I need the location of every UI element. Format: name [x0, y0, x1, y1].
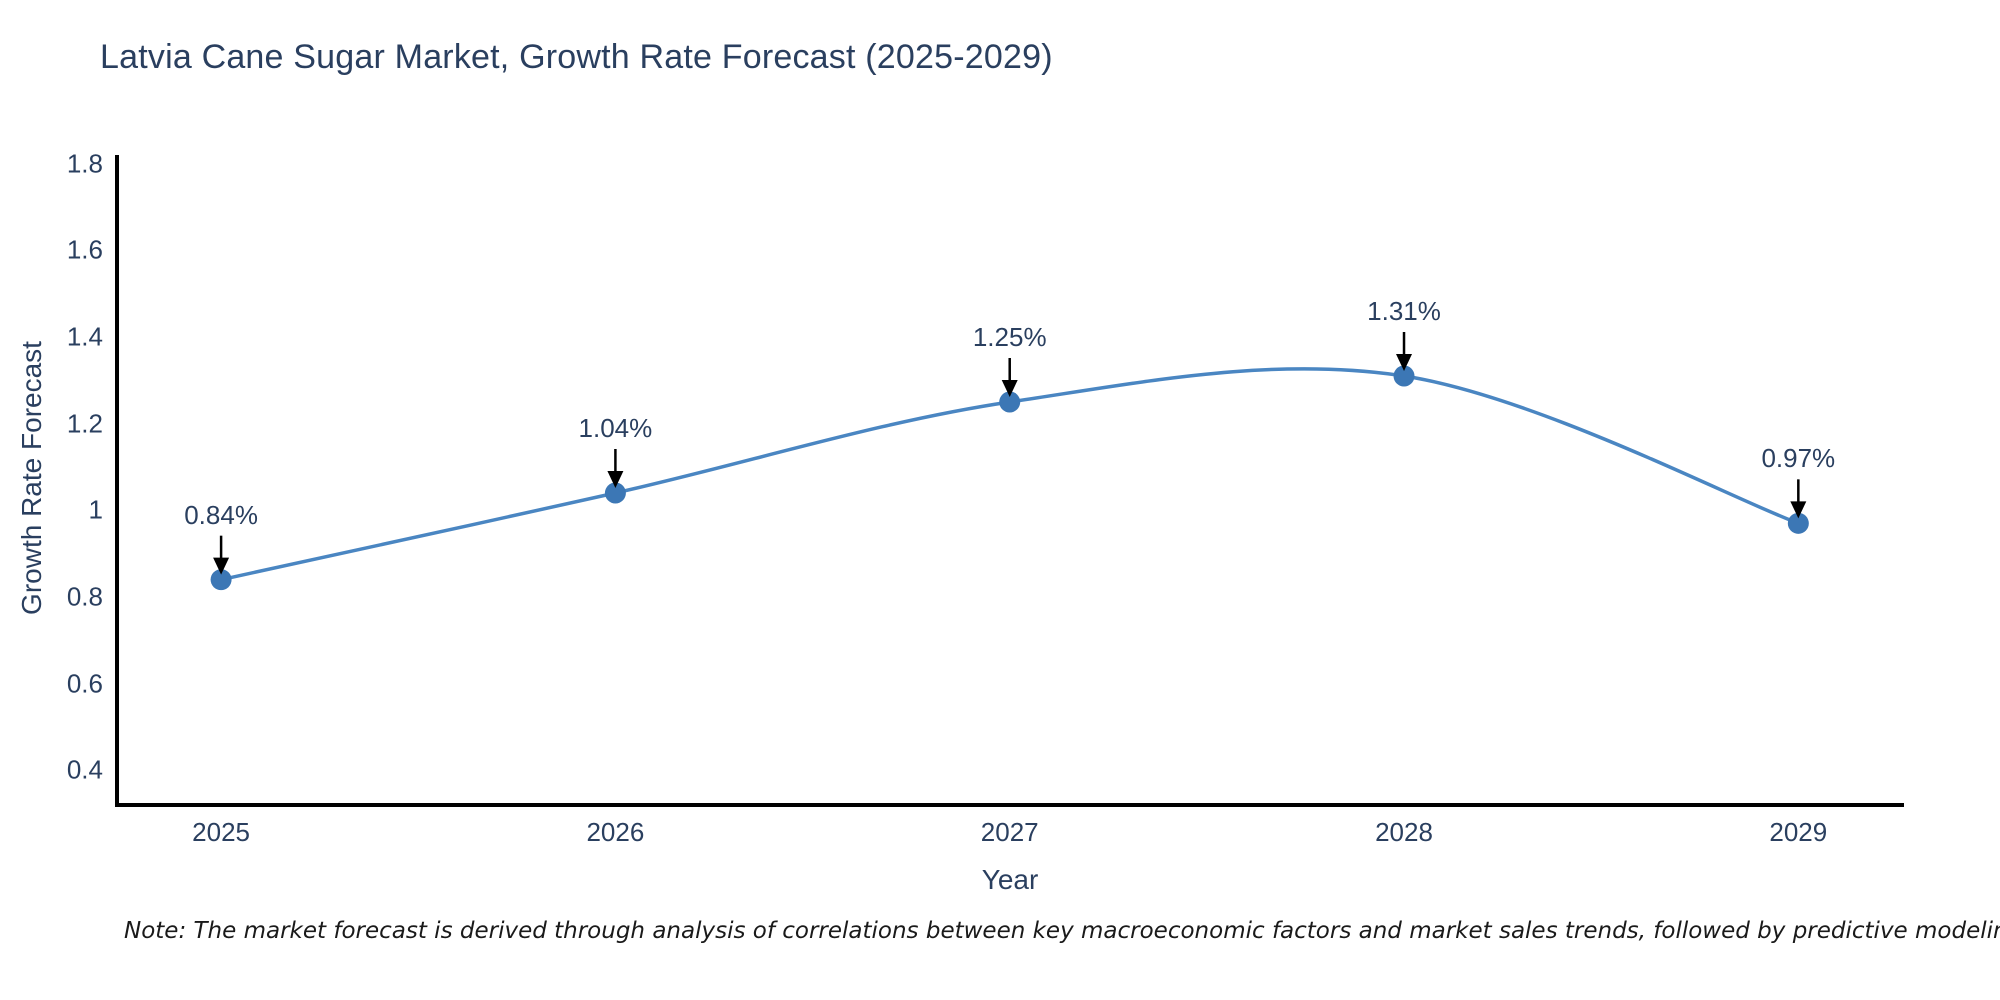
- annotation-arrowhead-icon: [607, 471, 624, 488]
- y-tick-label: 0.4: [66, 754, 103, 785]
- annotation-label: 0.84%: [184, 499, 258, 530]
- y-tick-label: 0.6: [66, 668, 103, 699]
- x-tick-label: 2025: [192, 817, 251, 847]
- annotation-label: 0.97%: [1761, 443, 1836, 474]
- y-tick-label: 1.8: [66, 148, 103, 179]
- x-tick-label: 2027: [980, 817, 1039, 847]
- y-tick-label: 1.2: [66, 408, 103, 439]
- x-tick-label: 2028: [1375, 817, 1433, 847]
- chart-title: Latvia Cane Sugar Market, Growth Rate Fo…: [100, 38, 1053, 76]
- x-tick-label: 2029: [1769, 817, 1828, 847]
- annotation-arrowhead-icon: [1790, 501, 1807, 519]
- annotation-label: 1.04%: [578, 413, 653, 443]
- footnote: Note: The market forecast is derived thr…: [124, 918, 2000, 944]
- x-tick-label: 2026: [586, 817, 645, 847]
- annotation-label: 1.31%: [1367, 296, 1441, 326]
- y-tick-label: 1.6: [66, 234, 103, 265]
- annotation-arrowhead-icon: [1396, 354, 1413, 371]
- x-axis-title: Year: [981, 864, 1039, 895]
- annotation-label: 1.25%: [972, 322, 1047, 352]
- data-point-marker: [604, 482, 626, 504]
- data-point-marker: [210, 569, 232, 591]
- y-tick-label: 1.4: [66, 321, 103, 352]
- y-tick-label: 0.8: [66, 581, 103, 612]
- annotation-arrowhead-icon: [1001, 380, 1018, 397]
- data-point-marker: [1393, 365, 1415, 387]
- data-point-marker: [1787, 512, 1809, 534]
- data-point-marker: [999, 391, 1021, 413]
- annotation-arrowhead-icon: [213, 557, 230, 575]
- y-tick-label: 1: [88, 494, 103, 525]
